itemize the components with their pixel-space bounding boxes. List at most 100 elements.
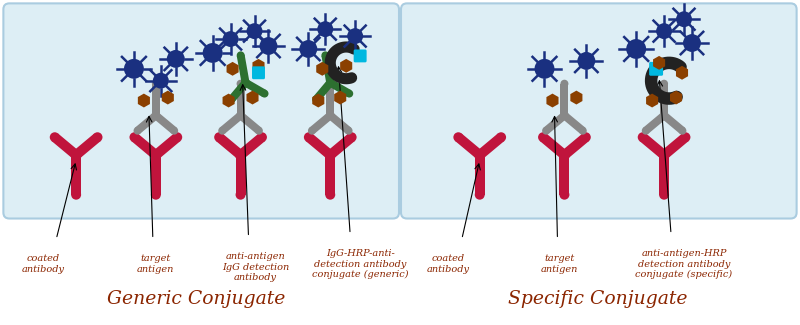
Circle shape (560, 111, 569, 120)
Polygon shape (543, 112, 567, 134)
Circle shape (559, 150, 570, 161)
FancyBboxPatch shape (649, 62, 663, 76)
Polygon shape (313, 80, 334, 102)
Circle shape (152, 80, 160, 88)
Circle shape (676, 11, 692, 27)
Circle shape (236, 111, 245, 120)
Polygon shape (562, 112, 586, 134)
FancyBboxPatch shape (252, 66, 265, 79)
Polygon shape (228, 80, 249, 102)
Circle shape (326, 78, 334, 87)
Circle shape (659, 190, 669, 200)
Polygon shape (216, 134, 244, 159)
Circle shape (638, 132, 648, 142)
Polygon shape (653, 56, 665, 70)
Circle shape (151, 190, 161, 200)
Polygon shape (639, 134, 667, 159)
Circle shape (322, 51, 330, 59)
Circle shape (214, 132, 224, 142)
Polygon shape (152, 84, 160, 115)
Circle shape (346, 90, 354, 97)
Polygon shape (328, 79, 351, 97)
Circle shape (227, 96, 235, 103)
Polygon shape (235, 155, 246, 195)
Polygon shape (643, 112, 666, 134)
Circle shape (538, 132, 548, 142)
Circle shape (454, 132, 463, 142)
Circle shape (626, 39, 646, 59)
Polygon shape (138, 94, 150, 108)
Circle shape (237, 80, 245, 88)
Circle shape (656, 23, 672, 39)
Circle shape (534, 59, 554, 79)
Circle shape (50, 132, 60, 142)
Polygon shape (222, 94, 234, 108)
Polygon shape (322, 55, 334, 84)
Circle shape (559, 190, 570, 200)
FancyBboxPatch shape (3, 3, 399, 218)
Polygon shape (474, 155, 485, 195)
Text: Generic Conjugate: Generic Conjugate (106, 290, 285, 308)
Circle shape (237, 51, 245, 59)
Circle shape (581, 132, 590, 142)
Polygon shape (659, 155, 669, 195)
Circle shape (261, 90, 269, 97)
Polygon shape (316, 62, 328, 76)
Circle shape (660, 111, 669, 120)
Polygon shape (51, 134, 79, 159)
Circle shape (678, 127, 686, 135)
Circle shape (681, 132, 690, 142)
Polygon shape (238, 112, 262, 134)
Circle shape (130, 132, 139, 142)
Circle shape (542, 127, 550, 135)
Text: coated
antibody: coated antibody (22, 254, 65, 274)
Text: anti-antigen-HRP
detection antibody
conjugate (specific): anti-antigen-HRP detection antibody conj… (635, 249, 733, 279)
Circle shape (246, 23, 262, 39)
Polygon shape (561, 84, 569, 115)
Polygon shape (660, 84, 668, 115)
Circle shape (660, 80, 668, 88)
Polygon shape (220, 112, 243, 134)
Circle shape (70, 150, 82, 161)
FancyBboxPatch shape (354, 49, 366, 62)
Circle shape (658, 150, 670, 161)
Polygon shape (71, 155, 81, 195)
Polygon shape (570, 91, 582, 105)
Polygon shape (237, 55, 250, 84)
Circle shape (151, 111, 160, 120)
Polygon shape (243, 79, 266, 97)
Text: target
antigen: target antigen (541, 254, 578, 274)
Circle shape (474, 190, 485, 200)
Circle shape (93, 132, 102, 142)
Polygon shape (246, 91, 258, 105)
Polygon shape (662, 112, 685, 134)
FancyBboxPatch shape (401, 3, 797, 218)
Circle shape (259, 37, 278, 55)
Circle shape (167, 50, 185, 68)
Text: anti-antigen
IgG detection
antibody: anti-antigen IgG detection antibody (222, 252, 289, 282)
Polygon shape (546, 94, 558, 108)
Polygon shape (676, 66, 688, 80)
Circle shape (134, 127, 142, 135)
Text: Specific Conjugate: Specific Conjugate (507, 290, 687, 308)
Polygon shape (328, 112, 351, 134)
Polygon shape (326, 155, 335, 195)
Polygon shape (253, 59, 265, 73)
Circle shape (578, 127, 586, 135)
Circle shape (202, 43, 222, 63)
Polygon shape (162, 91, 174, 105)
Polygon shape (661, 134, 689, 159)
Polygon shape (334, 91, 346, 105)
Circle shape (325, 150, 336, 161)
Circle shape (642, 127, 650, 135)
Polygon shape (73, 134, 101, 159)
Circle shape (153, 73, 169, 89)
Circle shape (496, 132, 506, 142)
Circle shape (124, 59, 144, 79)
Circle shape (150, 150, 162, 161)
Polygon shape (131, 134, 159, 159)
Polygon shape (135, 112, 158, 134)
Circle shape (347, 28, 363, 44)
Circle shape (318, 21, 334, 37)
Polygon shape (670, 91, 682, 105)
